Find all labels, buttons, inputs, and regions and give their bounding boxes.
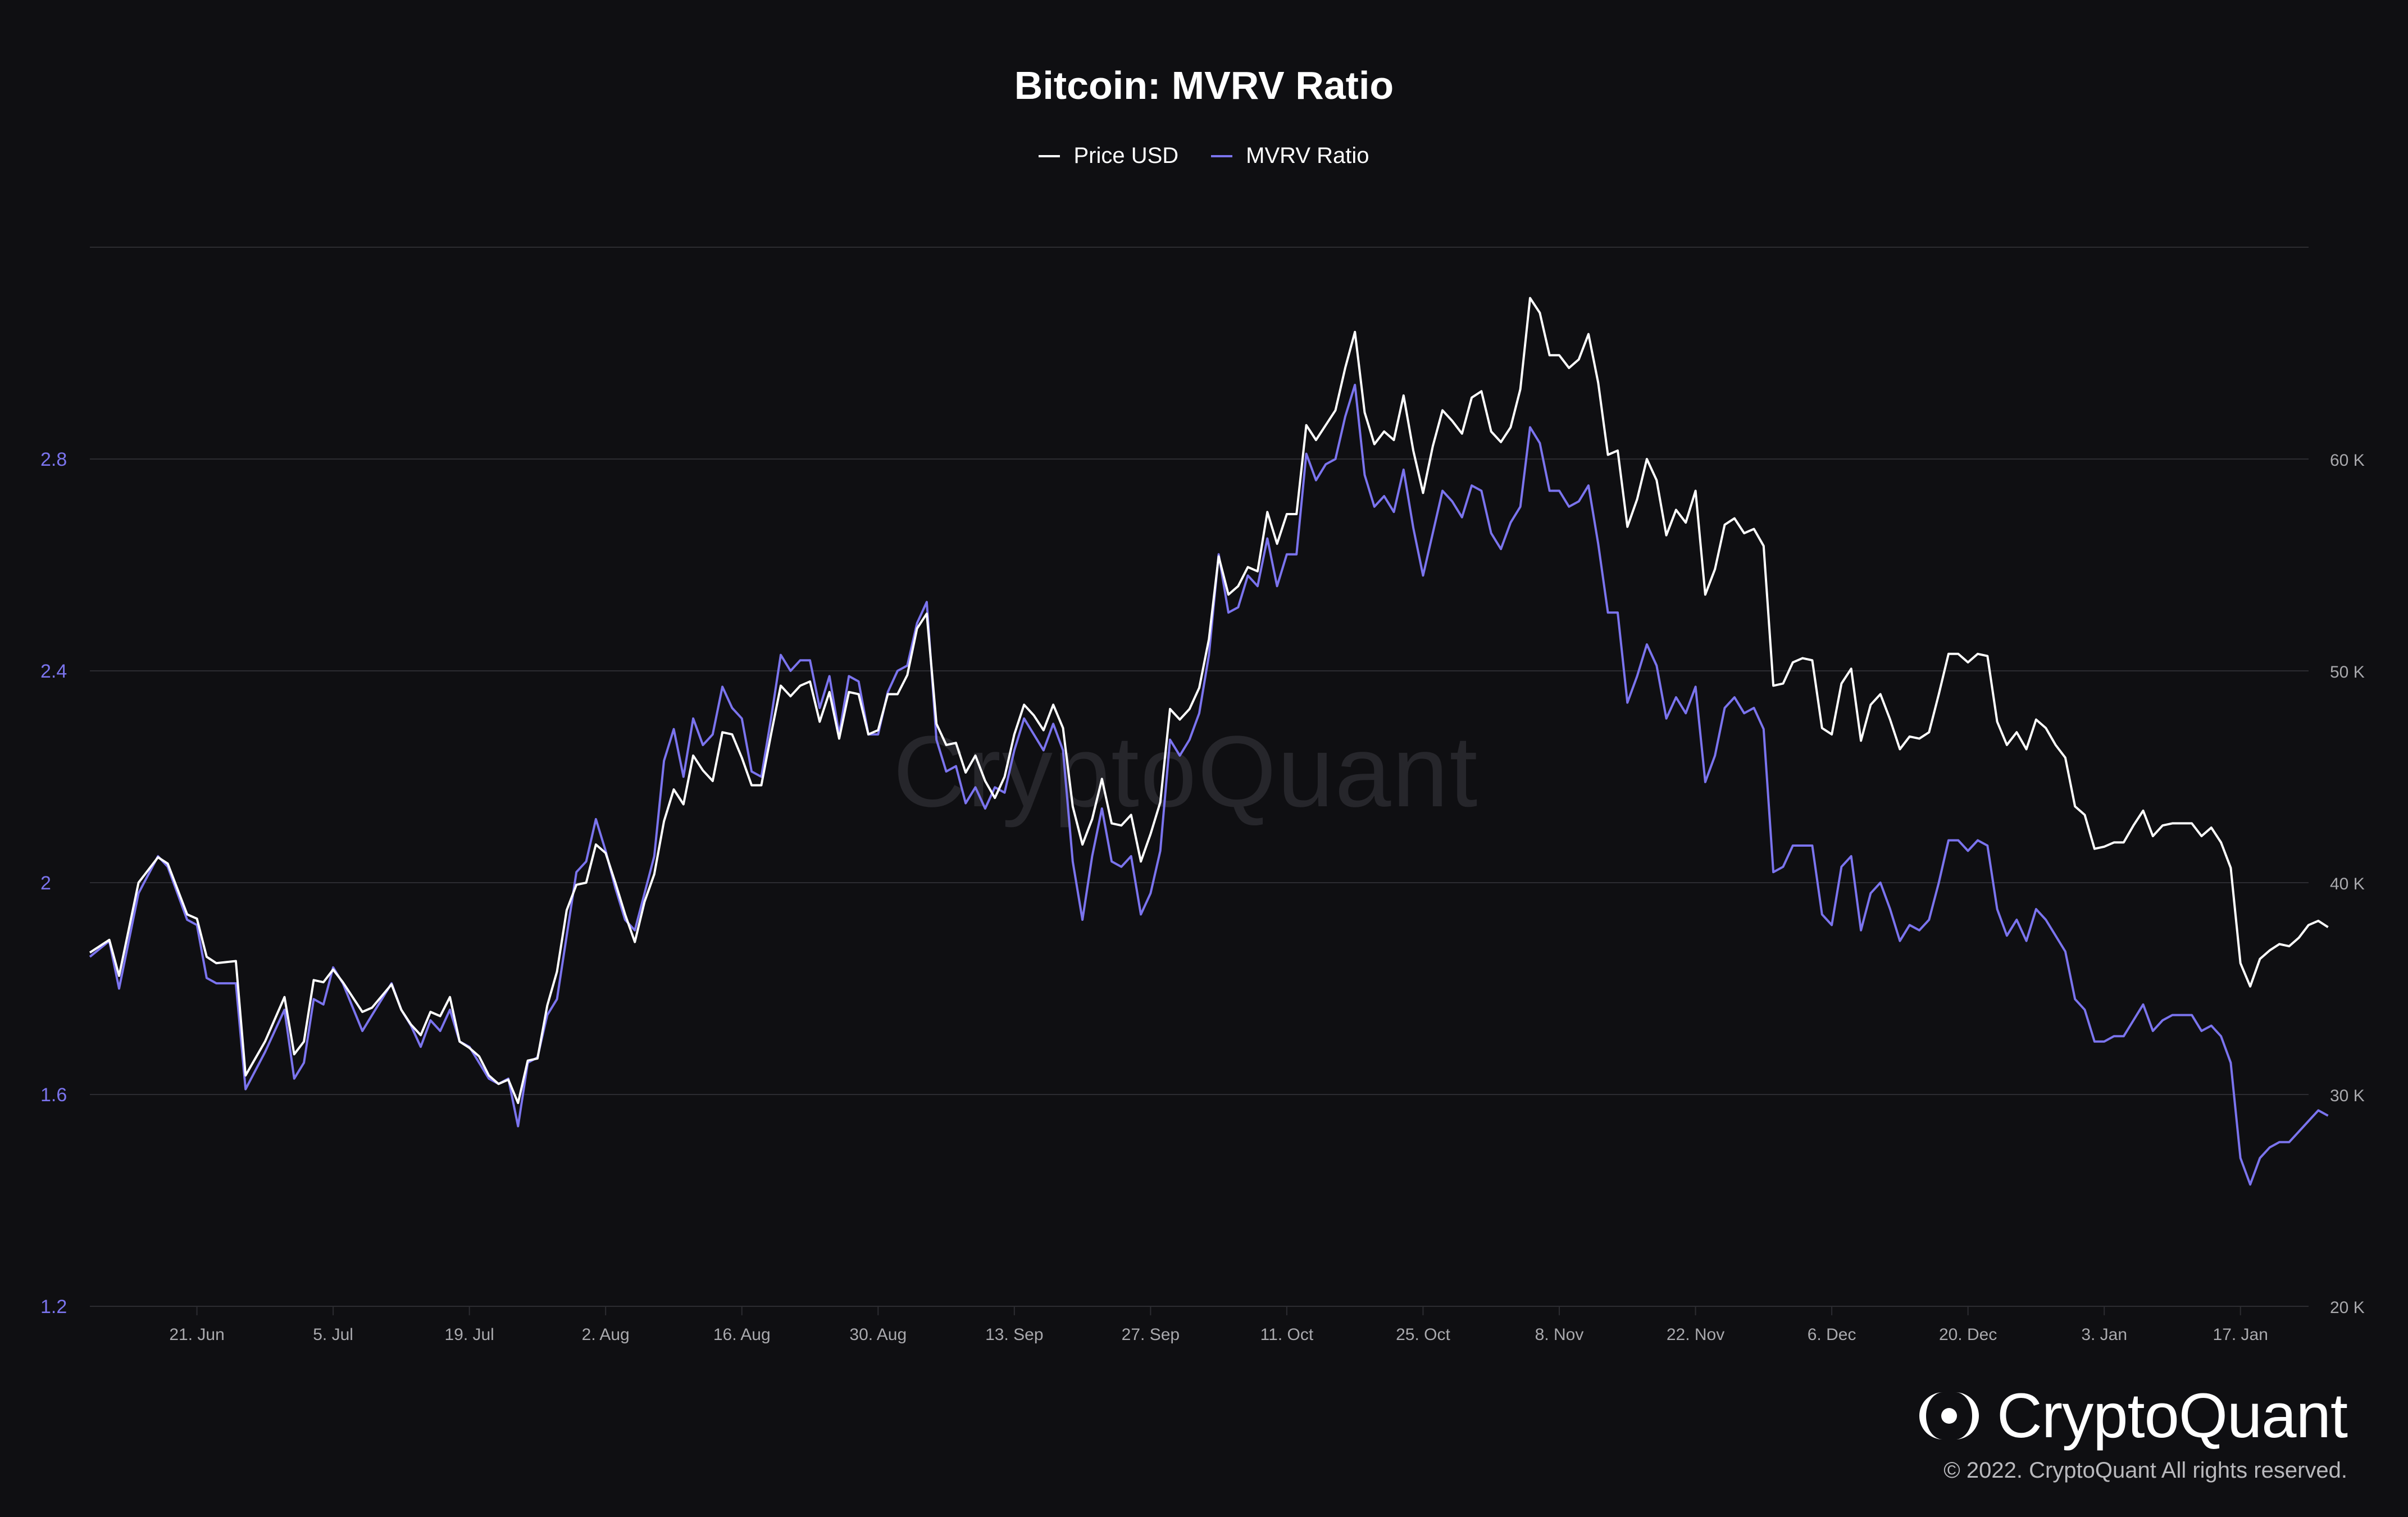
y-right-tick-label: 20 K [2330,1298,2365,1317]
x-tick-label: 25. Oct [1396,1325,1450,1344]
copyright-text: © 2022. CryptoQuant All rights reserved. [1943,1458,2347,1483]
x-tick-label: 30. Aug [849,1325,907,1344]
x-tick-label: 5. Jul [313,1325,353,1344]
x-tick-label: 21. Jun [169,1325,224,1344]
x-tick-label: 13. Sep [985,1325,1043,1344]
x-tick-label: 16. Aug [713,1325,771,1344]
legend-item-mvrv[interactable]: MVRV Ratio [1211,143,1369,169]
y-left-tick-label: 2.4 [40,661,67,682]
legend-label-price: Price USD [1073,143,1179,168]
y-left-tick-label: 1.6 [40,1084,67,1106]
watermark: CryptoQuant [893,715,1479,828]
brand-name: CryptoQuant [1997,1380,2348,1451]
series-line-price-usd [89,297,2329,1105]
y-right-tick-label: 40 K [2330,875,2365,893]
x-tick-label: 8. Nov [1535,1325,1584,1344]
series-line-mvrv-ratio [89,384,2329,1186]
x-tick-label: 2. Aug [582,1325,630,1344]
legend-swatch-mvrv [1211,155,1233,157]
x-tick-label: 3. Jan [2081,1325,2127,1344]
legend-label-mvrv: MVRV Ratio [1246,143,1369,168]
x-tick-label: 19. Jul [444,1325,494,1344]
y-right-tick-label: 30 K [2330,1087,2365,1105]
x-tick-label: 6. Dec [1808,1325,1856,1344]
cryptoquant-logo-icon [1919,1392,1979,1439]
x-tick-label: 22. Nov [1667,1325,1724,1344]
y-left-tick-label: 2 [40,873,51,894]
y-right-tick-label: 60 K [2330,451,2365,470]
y-left-tick-label: 2.8 [40,449,67,470]
x-tick-label: 11. Oct [1260,1325,1314,1344]
chart-title: Bitcoin: MVRV Ratio [1014,63,1394,107]
brand-logo: CryptoQuant [1915,1379,2348,1452]
chart-legend: Price USD MVRV Ratio [0,143,2408,169]
x-tick-label: 17. Jan [2213,1325,2268,1344]
y-right-tick-label: 50 K [2330,663,2365,682]
legend-item-price[interactable]: Price USD [1039,143,1178,169]
y-left-tick-label: 1.2 [40,1296,67,1318]
x-tick-label: 27. Sep [1122,1325,1180,1344]
legend-swatch-price [1039,155,1060,157]
x-tick-label: 20. Dec [1939,1325,1997,1344]
